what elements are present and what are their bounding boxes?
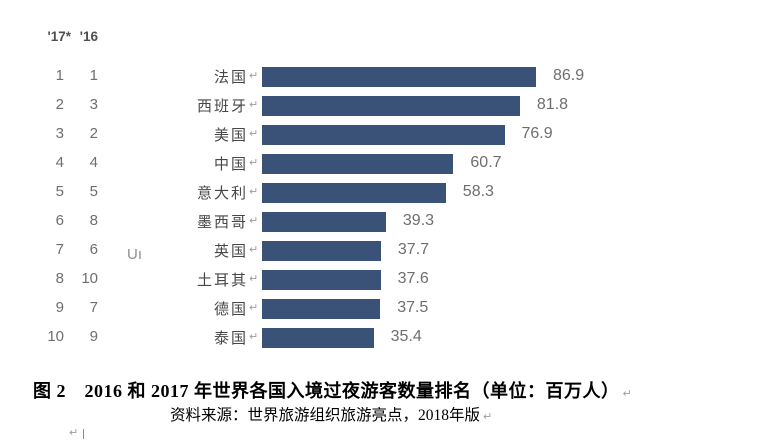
bar-chart-rows: 1 1 法国 ↵ 86.9 2 3 西班牙 ↵ 81.8 3 2 美国 ↵ 76.9 4 4 中国 ↵ 60.7 5 5 意…	[0, 62, 767, 358]
rank-2017-cell: 2	[55, 96, 64, 114]
rank-2016-cell: 6	[89, 241, 98, 259]
chart-row: 4 4 中国 ↵ 60.7	[0, 149, 767, 178]
value-bar	[262, 66, 536, 87]
country-label: 西班牙	[196, 98, 248, 116]
value-bar	[262, 182, 446, 204]
country-label: 墨西哥	[196, 214, 248, 232]
rank-2016-cell: 1	[89, 67, 98, 84]
rank-2017-cell: 4	[55, 154, 64, 172]
value-label: 86.9	[553, 67, 585, 84]
country-label: 法国	[213, 69, 248, 86]
value-label: 39.3	[402, 212, 435, 230]
line-break-mark: ↵	[249, 301, 259, 315]
rank-2016-cell: 3	[89, 96, 98, 114]
country-label: 中国	[213, 156, 248, 174]
chart-row: 9 7 德国 ↵ 37.5	[0, 294, 767, 323]
value-label: 37.6	[397, 270, 429, 288]
chart-row: 8 10 土耳其 ↵ 37.6	[0, 265, 767, 294]
value-label: 37.5	[397, 299, 429, 317]
figure-caption: 图 2 2016 和 2017 年世界各国入境过夜游客数量排名（单位：百万人） ↵	[33, 377, 632, 403]
value-bar	[262, 327, 374, 349]
chart-row: 6 8 墨西哥 ↵ 39.3	[0, 207, 767, 236]
value-bar	[262, 298, 381, 320]
line-break-mark: ↵	[249, 330, 259, 344]
value-bar	[262, 124, 505, 146]
line-break-mark: ↵	[249, 156, 259, 170]
value-label: 37.7	[397, 241, 430, 259]
rank-2016-cell: 2	[89, 125, 98, 143]
chart-row: 5 5 意大利 ↵ 58.3	[0, 178, 767, 207]
value-label: 58.3	[462, 183, 494, 201]
line-break-mark: ↵	[249, 272, 259, 286]
chart-row: 7 6 英国 ↵ 37.7	[0, 236, 767, 265]
line-break-mark: ↵	[249, 69, 259, 82]
value-label: 81.8	[536, 96, 569, 114]
rank-2016-cell: 4	[89, 154, 98, 172]
country-label: 意大利	[196, 185, 248, 203]
country-label: 土耳其	[196, 272, 248, 290]
rank-2016-cell: 7	[89, 299, 98, 317]
rank-2017-cell: 1	[55, 67, 64, 84]
chart-row: 10 9 泰国 ↵ 35.4	[0, 323, 767, 352]
value-bar	[262, 95, 520, 117]
rank-2017-cell: 5	[55, 183, 64, 201]
value-label: 76.9	[521, 125, 553, 143]
rank-2016-cell: 10	[81, 270, 98, 288]
country-label: 英国	[213, 243, 248, 261]
figure-caption-text: 图 2 2016 和 2017 年世界各国入境过夜游客数量排名（单位：百万人）	[33, 381, 620, 401]
rank-2017-cell: 9	[55, 299, 64, 317]
rank-2016-cell: 5	[89, 183, 98, 201]
value-bar	[262, 269, 381, 291]
chart-row: 1 1 法国 ↵ 86.9	[0, 62, 767, 91]
rank-2017-cell: 3	[55, 125, 64, 143]
rank-2017-cell: 8	[55, 270, 64, 288]
line-break-mark: ↵	[483, 410, 493, 423]
rank-column-header-2016: '16	[79, 29, 98, 44]
line-break-mark: ↵	[249, 185, 259, 199]
country-label: 泰国	[213, 330, 248, 348]
value-label: 35.4	[390, 328, 422, 346]
chart-row: 3 2 美国 ↵ 76.9	[0, 120, 767, 149]
value-bar	[262, 211, 386, 233]
source-line-text: 资料来源：世界旅游组织旅游亮点，2018年版	[170, 407, 481, 424]
source-line: 资料来源：世界旅游组织旅游亮点，2018年版 ↵	[170, 403, 492, 425]
country-label: 美国	[213, 127, 248, 145]
value-bar	[262, 153, 454, 175]
stray-cropped-text: Uı	[127, 246, 142, 263]
value-bar	[262, 240, 381, 262]
paragraph-mark: ↵	[69, 426, 79, 439]
rank-2016-cell: 8	[89, 212, 98, 230]
line-break-mark: ↵	[249, 243, 259, 257]
chart-row: 2 3 西班牙 ↵ 81.8	[0, 91, 767, 120]
rank-2016-cell: 9	[89, 328, 98, 346]
value-label: 60.7	[470, 154, 502, 172]
line-break-mark: ↵	[249, 127, 259, 141]
rank-column-header-2017: '17*	[47, 29, 71, 44]
country-label: 德国	[213, 301, 248, 319]
text-cursor	[83, 429, 84, 439]
line-break-mark: ↵	[249, 98, 259, 112]
rank-2017-cell: 10	[47, 328, 64, 346]
rank-2017-cell: 6	[55, 212, 64, 230]
rank-2017-cell: 7	[55, 241, 64, 259]
line-break-mark: ↵	[249, 214, 259, 228]
line-break-mark: ↵	[622, 387, 633, 400]
